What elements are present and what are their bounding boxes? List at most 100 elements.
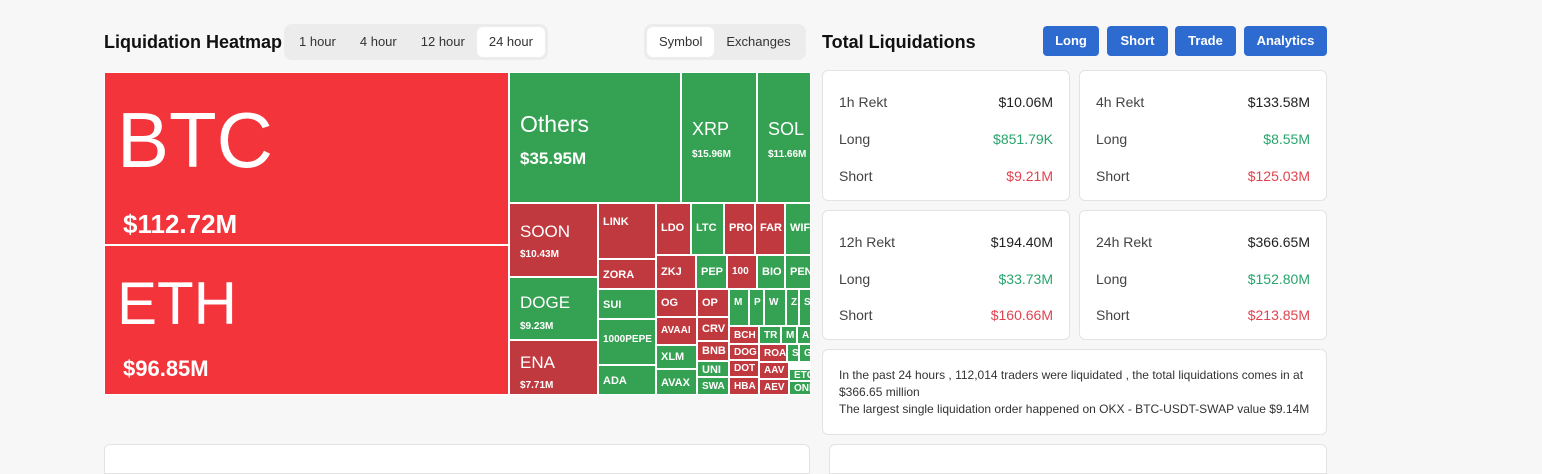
tile-symbol: DOG [734, 347, 757, 358]
tile-value: $15.96M [692, 149, 731, 160]
heatmap-tile-link[interactable]: LINK [598, 203, 656, 259]
short-label: Short [1096, 307, 1130, 323]
tile-symbol: LDO [661, 222, 685, 234]
heatmap-tile-og[interactable]: OG [656, 289, 697, 317]
heatmap-tile-others[interactable]: Others $35.95M [509, 72, 681, 203]
heatmap-tile-aav[interactable]: AAV [759, 362, 789, 379]
heatmap-tile-dot[interactable]: DOT [729, 360, 759, 377]
heatmap-tile-tr[interactable]: TR [759, 326, 781, 344]
heatmap-tile-soon[interactable]: SOON $10.43M [509, 203, 598, 277]
heatmap-tile-bnb[interactable]: BNB [697, 341, 729, 361]
heatmap-tile-ond[interactable]: OND [789, 381, 811, 395]
heatmap-tile-pen[interactable]: PEN [785, 255, 811, 289]
tile-symbol: ROA [764, 348, 787, 359]
heatmap-tile-hba[interactable]: HBA [729, 377, 759, 395]
heatmap-tile-s[interactable]: S [787, 344, 799, 362]
tile-symbol: FAR [760, 222, 782, 234]
lower-panel-right [829, 444, 1327, 474]
liquidation-summary-card: In the past 24 hours , 112,014 traders w… [822, 349, 1327, 435]
heatmap-tile-roa[interactable]: ROA [759, 344, 787, 362]
heatmap-tile-far[interactable]: FAR [755, 203, 785, 255]
heatmap-tile-ldo[interactable]: LDO [656, 203, 691, 255]
heatmap-tile-avax[interactable]: AVAX [656, 369, 697, 395]
heatmap-tile-etc[interactable]: ETC [789, 369, 811, 381]
tile-symbol: PEN [790, 266, 811, 278]
short-value: $160.66M [990, 307, 1053, 323]
heatmap-tile-bio[interactable]: BIO [757, 255, 785, 289]
tab-1-hour[interactable]: 1 hour [299, 34, 336, 49]
tile-symbol: ETC [794, 370, 810, 381]
tile-symbol: PEP [701, 266, 724, 278]
long-label: Long [839, 131, 871, 147]
heatmap-tile-avaai[interactable]: AVAAI [656, 317, 697, 345]
tile-symbol: AVAX [661, 377, 690, 389]
heatmap-tile-pep[interactable]: PEP [696, 255, 727, 289]
tile-symbol: BCH [734, 330, 756, 341]
heatmap-tile-m[interactable]: M [781, 326, 797, 344]
heatmap-tile-m[interactable]: M [729, 289, 749, 326]
card-label: 24h Rekt [1096, 234, 1153, 250]
tile-symbol: OG [661, 297, 679, 309]
heatmap-tile-dog[interactable]: DOG [729, 344, 759, 360]
tile-symbol: LTC [696, 222, 717, 234]
card-total: $366.65M [1247, 234, 1310, 250]
lower-panel-left [104, 444, 810, 474]
heatmap-tile-zkj[interactable]: ZKJ [656, 255, 696, 289]
tile-symbol: A [802, 330, 810, 341]
short-label: Short [1096, 168, 1130, 184]
heatmap-tile-ada[interactable]: ADA [598, 365, 656, 395]
tile-symbol: XLM [661, 351, 685, 363]
tile-symbol: DOT [734, 363, 756, 374]
total-liquidations-title: Total Liquidations [822, 32, 976, 52]
tile-symbol: BNB [702, 345, 726, 357]
heatmap-tile-1000pepe[interactable]: 1000PEPE [598, 319, 656, 365]
heatmap-title: Liquidation Heatmap [104, 32, 283, 52]
heatmap-tile-sui[interactable]: SUI [598, 289, 656, 319]
heatmap-tile-g[interactable]: G [799, 344, 811, 362]
heatmap-tile-btc[interactable]: BTC $112.72M [104, 72, 509, 245]
heatmap-tile-xlm[interactable]: XLM [656, 345, 697, 369]
tab-24-hour[interactable]: 24 hour [476, 27, 545, 57]
tab-symbol[interactable]: Symbol [647, 27, 715, 57]
tab-exchanges[interactable]: Exchanges [726, 34, 791, 49]
heatmap-tile-bch[interactable]: BCH [729, 326, 759, 344]
heatmap-tile-doge[interactable]: DOGE $9.23M [509, 277, 598, 340]
heatmap-tile-uni[interactable]: UNI [697, 361, 729, 377]
heatmap-tile-a[interactable]: A [797, 326, 811, 344]
tile-symbol: DOGE [520, 293, 571, 312]
heatmap-tile-pro[interactable]: PRO [724, 203, 755, 255]
short-button[interactable]: Short [1107, 26, 1168, 56]
tab-12-hour[interactable]: 12 hour [420, 34, 465, 49]
heatmap-tile-w[interactable]: W [764, 289, 786, 326]
tab-4-hour[interactable]: 4 hour [359, 34, 397, 49]
heatmap-tile-swa[interactable]: SWA [697, 377, 729, 395]
tile-value: $10.43M [520, 249, 559, 260]
heatmap-tile-100[interactable]: 100 [727, 255, 757, 289]
heatmap-tile-eth[interactable]: ETH $96.85M [104, 245, 509, 395]
trade-button[interactable]: Trade [1175, 26, 1236, 56]
heatmap-tile-ena[interactable]: ENA $7.71M [509, 340, 598, 395]
heatmap-tile-wif[interactable]: WIF [785, 203, 811, 255]
tile-value: $9.23M [520, 321, 554, 332]
heatmap-tile-xrp[interactable]: XRP $15.96M [681, 72, 757, 203]
heatmap-tile-aev[interactable]: AEV [759, 379, 789, 395]
tile-symbol: S [804, 297, 811, 308]
heatmap-tile-op[interactable]: OP [697, 289, 729, 317]
long-value: $851.79K [993, 131, 1053, 147]
short-label: Short [839, 307, 873, 323]
rekt-card-4h: 4h Rekt $133.58M Long $8.55M Short $125.03M [1079, 70, 1327, 201]
heatmap-tile-sol[interactable]: SOL $11.66M [757, 72, 811, 203]
analytics-button[interactable]: Analytics [1244, 26, 1327, 56]
tile-symbol: AAV [764, 365, 785, 376]
card-label: 4h Rekt [1096, 94, 1145, 110]
heatmap-tile-p[interactable]: P [749, 289, 764, 326]
tile-symbol: Others [520, 111, 590, 137]
time-range-tabs: 1 hour 4 hour 12 hour 24 hour [284, 24, 548, 60]
heatmap-tile-z[interactable]: Z [786, 289, 799, 326]
long-button[interactable]: Long [1043, 26, 1099, 56]
heatmap-tile-zora[interactable]: ZORA [598, 259, 656, 289]
heatmap-tile-ltc[interactable]: LTC [691, 203, 724, 255]
heatmap-tile-crv[interactable]: CRV [697, 317, 729, 341]
heatmap-tile-s[interactable]: S [799, 289, 811, 326]
tile-symbol: 1000PEPE [603, 334, 652, 345]
